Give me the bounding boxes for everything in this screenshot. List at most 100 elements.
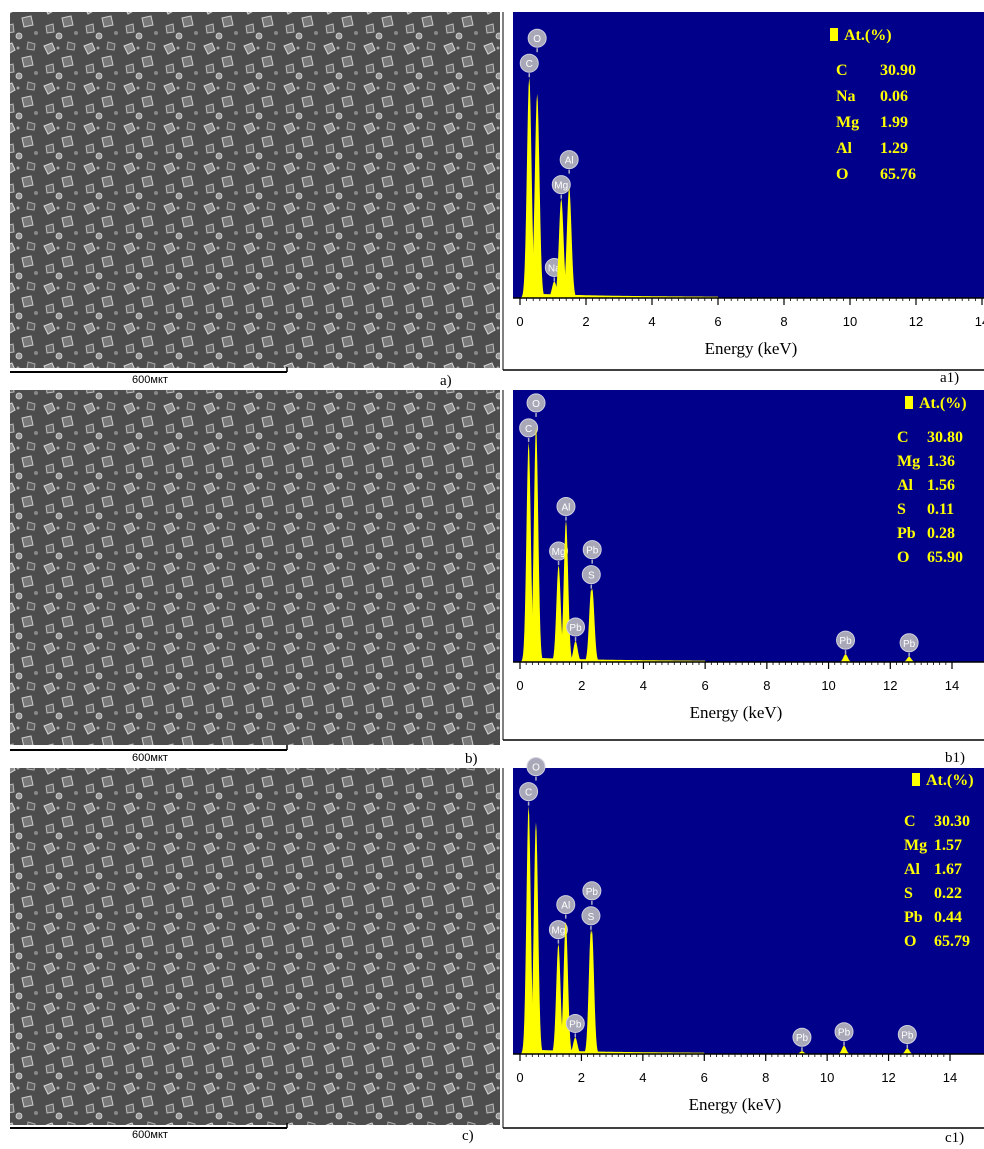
x-tick-label: 10 [821,678,835,693]
scale-label: 600мкт [132,1129,168,1141]
peak-label: Al [561,901,570,912]
x-tick-label: 0 [516,678,523,693]
legend-swatch [905,396,913,409]
peak-label: O [532,763,540,774]
x-tick-label: 14 [945,678,959,693]
x-tick-label: 10 [843,314,857,329]
peak-label: Pb [586,546,599,557]
element-name: S [904,885,913,902]
peak-label: C [526,59,533,70]
x-axis-label: Energy (keV) [689,1095,782,1114]
peak-label: S [588,912,595,923]
x-tick-label: 4 [639,1070,646,1085]
x-tick-label: 8 [762,1070,769,1085]
element-value: 0.22 [934,885,962,902]
spectrum-label: c1) [945,1130,964,1146]
sem-image [10,768,500,1125]
peak-label: Pb [796,1033,809,1044]
element-value: 65.79 [934,933,970,950]
x-tick-label: 14 [975,314,984,329]
element-value: 65.76 [880,166,916,183]
x-axis-label: Energy (keV) [690,703,783,722]
element-value: 1.36 [927,453,955,470]
spectrum-label: a1) [940,370,959,386]
element-name: Pb [904,909,923,926]
peak-label: Pb [569,623,582,634]
element-value: 1.57 [934,837,962,854]
x-tick-label: 4 [648,314,655,329]
x-tick-label: 0 [516,314,523,329]
peak-label: Pb [839,636,852,647]
peak-label: Pb [901,1030,914,1041]
x-tick-label: 6 [714,314,721,329]
element-name: C [904,813,916,830]
peak-label: C [525,424,532,435]
peak-label: Pb [838,1028,851,1039]
x-tick-label: 0 [516,1070,523,1085]
sem-image [10,390,500,745]
element-name: Mg [836,114,859,131]
element-value: 30.30 [934,813,970,830]
panel-label: b) [465,751,478,767]
peak-label: Pb [903,639,916,650]
legend-swatch [830,28,838,41]
element-name: C [897,429,909,446]
x-tick-label: 2 [582,314,589,329]
x-tick-label: 8 [780,314,787,329]
element-value: 30.90 [880,62,916,79]
legend-title: At.(%) [919,395,967,412]
legend-title: At.(%) [844,27,892,44]
peak-label: O [533,34,541,45]
element-name: Al [897,477,914,494]
x-tick-label: 4 [640,678,647,693]
element-name: Al [836,140,853,157]
element-value: 0.06 [880,88,908,105]
element-value: 0.11 [927,501,954,518]
sem-image [10,12,500,368]
element-name: O [904,933,916,950]
x-tick-label: 12 [883,678,897,693]
peak-label: Mg [551,926,565,937]
element-value: 1.67 [934,861,962,878]
peak-label: Al [565,156,574,167]
spectrum-label: b1) [945,750,965,766]
element-name: C [836,62,848,79]
panel-label: c) [462,1128,474,1144]
element-name: Mg [897,453,920,470]
x-tick-label: 8 [763,678,770,693]
element-value: 30.80 [927,429,963,446]
element-name: Na [836,88,856,105]
element-value: 1.56 [927,477,955,494]
peak-label: Al [562,503,571,514]
x-tick-label: 2 [578,678,585,693]
plot-area [513,12,984,298]
scale-label: 600мкт [132,752,168,764]
element-name: O [897,549,909,566]
element-name: Al [904,861,921,878]
peak-label: Pb [569,1019,582,1030]
legend-swatch [912,773,920,786]
peak-label: Mg [552,547,566,558]
peak-label: O [532,399,540,410]
panel-label: a) [440,373,452,389]
peak-label: C [525,788,532,799]
x-axis-label: Energy (keV) [705,339,798,358]
element-name: S [897,501,906,518]
peak-label: Pb [586,887,599,898]
element-name: Mg [904,837,927,854]
legend-title: At.(%) [926,772,974,789]
peak-label: Mg [554,181,568,192]
element-value: 1.29 [880,140,908,157]
element-value: 0.44 [934,909,962,926]
x-tick-label: 12 [909,314,923,329]
element-name: Pb [897,525,916,542]
x-tick-label: 14 [943,1070,957,1085]
element-value: 1.99 [880,114,908,131]
x-tick-label: 12 [881,1070,895,1085]
element-name: O [836,166,848,183]
element-value: 0.28 [927,525,955,542]
element-value: 65.90 [927,549,963,566]
x-tick-label: 2 [578,1070,585,1085]
x-tick-label: 10 [820,1070,834,1085]
peak-label: S [588,571,595,582]
